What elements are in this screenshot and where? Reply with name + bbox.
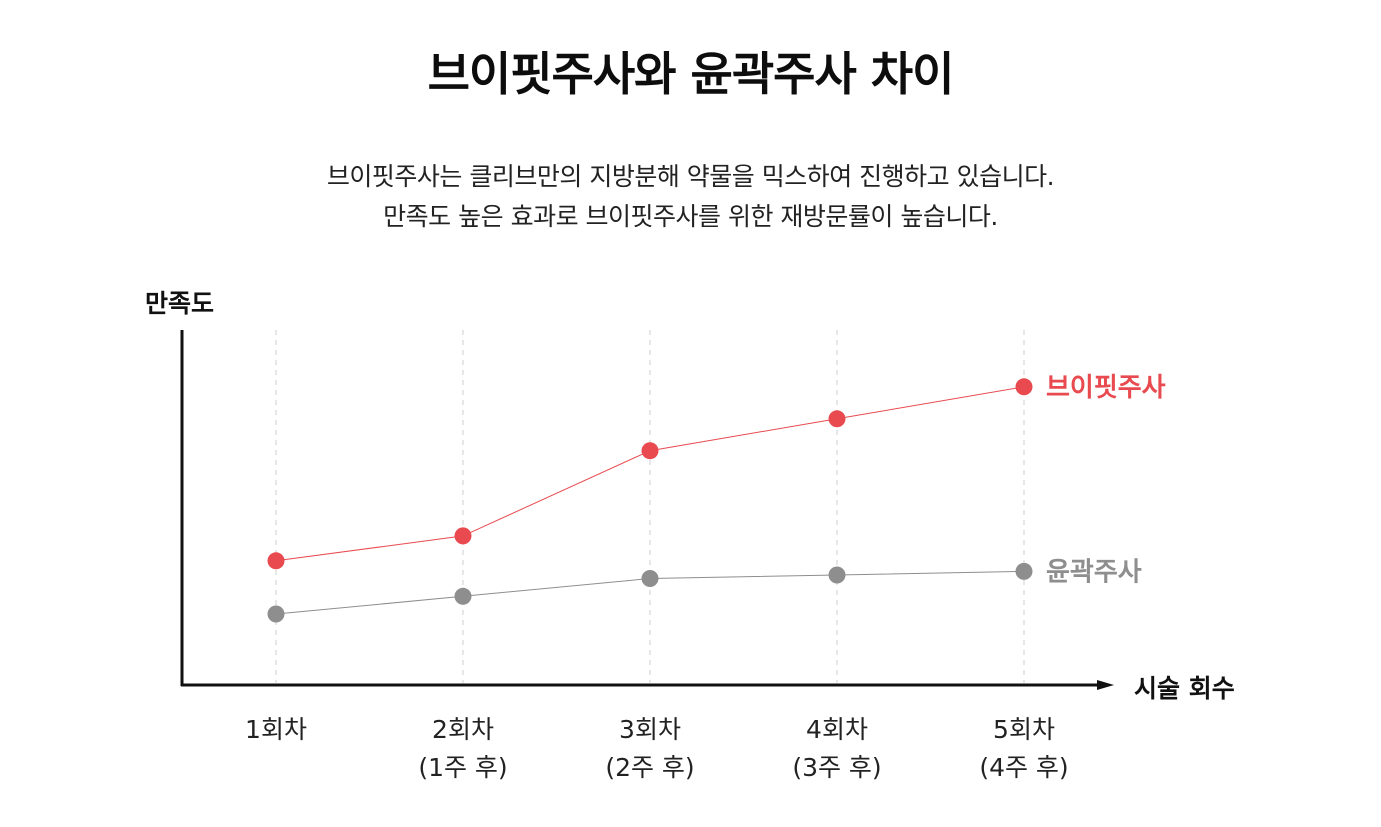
data-point bbox=[454, 587, 472, 605]
data-point bbox=[828, 410, 846, 428]
x-tick-label: (2주 후) bbox=[605, 753, 694, 782]
x-tick-label: (4주 후) bbox=[979, 753, 1068, 782]
x-axis-arrow bbox=[1097, 680, 1114, 690]
grid-lines bbox=[275, 330, 1025, 683]
data-point bbox=[267, 552, 285, 570]
x-tick-label: (3주 후) bbox=[792, 753, 881, 782]
data-point bbox=[454, 527, 472, 545]
series-group: 윤곽주사 bbox=[267, 557, 1142, 623]
x-tick-label: (1주 후) bbox=[418, 753, 507, 782]
axes: 만족도 시술 회수 bbox=[145, 289, 1235, 703]
description-line-1: 브이핏주사는 클리브만의 지방분해 약물을 믹스하여 진행하고 있습니다. bbox=[326, 162, 1055, 191]
data-point bbox=[641, 442, 659, 460]
series-label: 브이핏주사 bbox=[1046, 373, 1166, 403]
x-tick-label: 3회차 bbox=[619, 715, 681, 744]
series-group: 브이핏주사 bbox=[267, 373, 1166, 570]
data-point bbox=[267, 605, 285, 623]
x-tick-label: 2회차 bbox=[432, 715, 494, 744]
data-point bbox=[1015, 378, 1033, 396]
data-point bbox=[641, 570, 659, 587]
page-title: 브이핏주사와 윤곽주사 차이 bbox=[427, 47, 955, 101]
x-tick-label: 5회차 bbox=[993, 715, 1055, 744]
x-tick-label: 1회차 bbox=[245, 715, 307, 744]
x-tick-labels: 1회차 2회차 (1주 후) 3회차 (2주 후) 4회차 (3주 후) 5회차 (4주 후) bbox=[245, 715, 1069, 782]
data-point bbox=[828, 566, 846, 584]
description-line-2: 만족도 높은 효과로 브이핏주사를 위한 재방문률이 높습니다. bbox=[383, 202, 998, 231]
y-axis-label: 만족도 bbox=[145, 289, 214, 318]
x-tick-label: 4회차 bbox=[806, 715, 868, 744]
data-point bbox=[1015, 562, 1033, 580]
series-label: 윤곽주사 bbox=[1046, 557, 1142, 587]
x-axis-label: 시술 회수 bbox=[1134, 674, 1235, 703]
